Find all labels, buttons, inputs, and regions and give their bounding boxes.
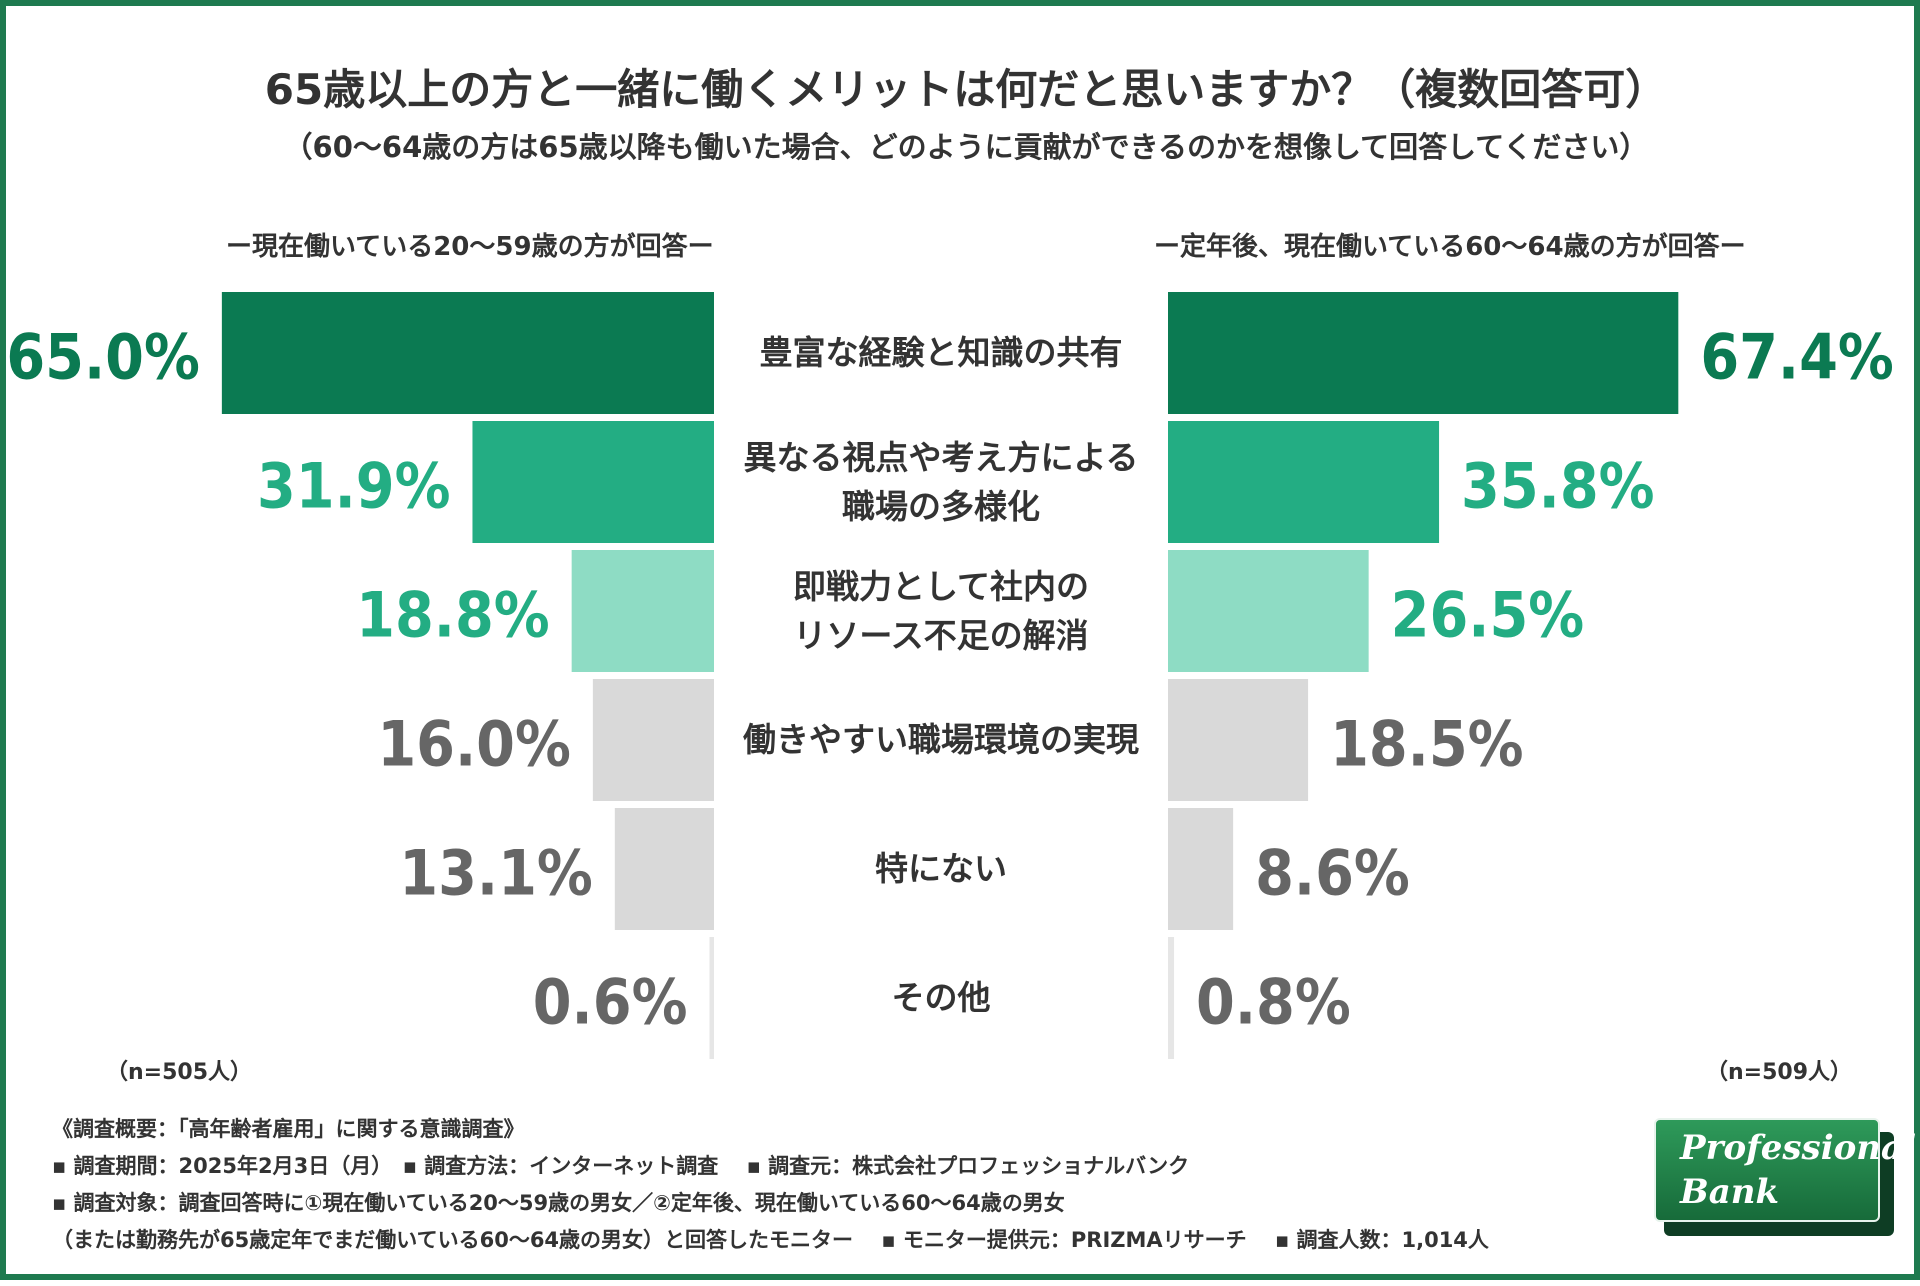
category-label-3: 働きやすい職場環境の実現 [743, 720, 1139, 760]
left-value-label-4: 13.1% [399, 837, 593, 910]
left-value-label-1: 31.9% [257, 450, 451, 523]
footnote-target-cont: （または勤務先が65歳定年でまだ働いている60〜64歳の男女）と回答したモニター… [52, 1228, 1489, 1252]
right-value-label-2: 26.5% [1391, 579, 1585, 652]
footnote-title: 《調査概要：「高年齢者雇用」に関する意識調査》 [52, 1117, 525, 1141]
footnote-target: ▪ 調査対象：調査回答時に①現在働いている20〜59歳の男女／②定年後、現在働い… [52, 1191, 1065, 1215]
category-label-1: 異なる視点や考え方による 職場の多様化 [743, 437, 1139, 527]
left-bar-0 [221, 292, 714, 414]
right-value-label-4: 8.6% [1255, 837, 1410, 910]
footnote-period-method: ▪ 調査期間：2025年2月3日（月） ▪ 調査方法：インターネット調査 ▪ 調… [52, 1154, 1190, 1178]
logo-text-line2: Bank [1680, 1172, 1780, 1212]
butterfly-chart: 65.0% 67.4% 31.9% 35.8% 18.8% 26.5% 16.0% 18.5%… [6, 292, 1894, 1059]
left-value-label-3: 16.0% [377, 708, 571, 781]
chart-title: 65歳以上の方と一緒に働くメリットは何だと思いますか？（複数回答可） [264, 65, 1668, 114]
right-bar-1 [1168, 421, 1440, 543]
professional-bank-logo: Professional Bank [1654, 1118, 1916, 1236]
left-bar-4 [614, 808, 714, 930]
sample-size-right: （n=509人） [1706, 1060, 1853, 1085]
left-value-label-0: 65.0% [6, 321, 200, 394]
chart-subtitle: （60〜64歳の方は65歳以降も働いた場合、どのように貢献ができるのかを想像して… [283, 130, 1649, 164]
category-label-2: 即戦力として社内の リソース不足の解消 [792, 566, 1089, 656]
logo-plate: Professional Bank [1654, 1118, 1916, 1222]
left-bar-2 [571, 550, 714, 672]
logo-text-line1: Professional [1680, 1128, 1916, 1168]
right-value-label-0: 67.4% [1700, 321, 1894, 394]
left-bar-5 [709, 937, 714, 1059]
left-value-label-2: 18.8% [356, 579, 550, 652]
survey-footnote: 《調査概要：「高年齢者雇用」に関する意識調査》 ▪ 調査期間：2025年2月3日… [52, 1111, 1489, 1259]
right-bar-3 [1168, 679, 1309, 801]
left-series-label: ー現在働いている20〜59歳の方が回答ー [226, 232, 714, 262]
right-value-label-1: 35.8% [1461, 450, 1655, 523]
category-label-5: その他 [891, 978, 991, 1018]
right-bar-2 [1168, 550, 1369, 672]
right-bar-5 [1168, 937, 1175, 1059]
left-bar-1 [472, 421, 714, 543]
sample-size-left: （n=505人） [106, 1060, 253, 1085]
category-label-4: 特にない [875, 849, 1007, 889]
category-label-0: 豊富な経験と知識の共有 [759, 333, 1123, 373]
right-value-label-3: 18.5% [1330, 708, 1524, 781]
right-series-label: ー定年後、現在働いている60〜64歳の方が回答ー [1154, 232, 1746, 262]
right-bar-4 [1168, 808, 1234, 930]
right-value-label-5: 0.8% [1196, 966, 1351, 1039]
right-bar-0 [1168, 292, 1679, 414]
left-bar-3 [592, 679, 714, 801]
left-value-label-5: 0.6% [533, 966, 688, 1039]
